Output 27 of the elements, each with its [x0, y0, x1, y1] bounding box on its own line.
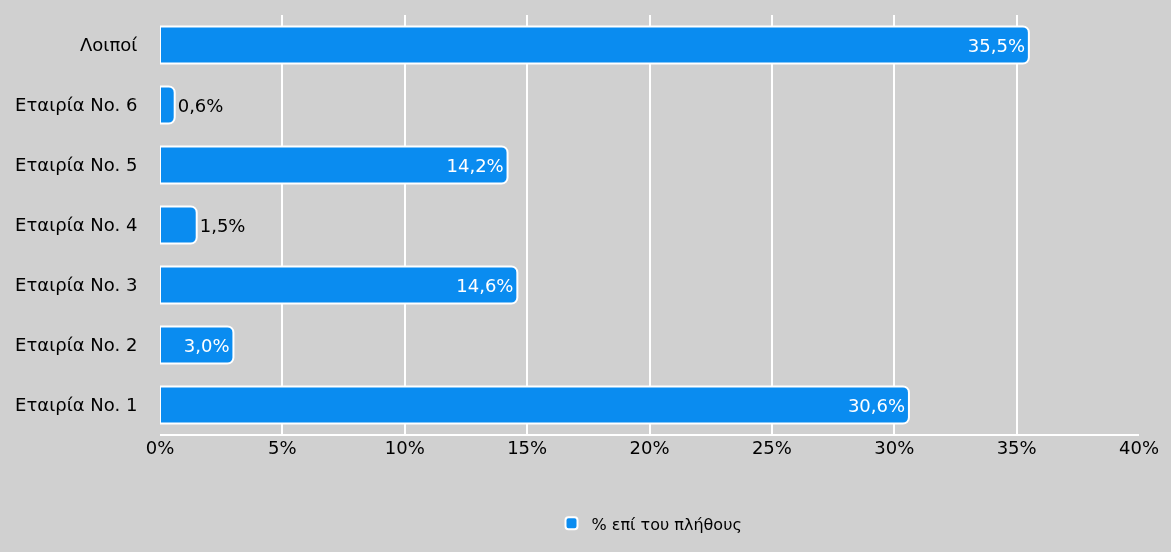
data-label: 14,2% — [446, 154, 504, 176]
x-tick-label: 10% — [384, 437, 425, 458]
x-tick-label: 20% — [629, 437, 670, 458]
data-label: 3,0% — [183, 334, 230, 356]
data-label: 35,5% — [967, 34, 1025, 56]
y-tick-label: Εταιρία No. 4 — [15, 214, 138, 236]
data-label: 30,6% — [847, 394, 906, 416]
data-label: 0,6% — [177, 94, 224, 116]
x-tick-label: 15% — [507, 437, 548, 458]
bar — [160, 85, 176, 125]
legend-label: % επί του πλήθους — [591, 514, 742, 534]
x-tick-label: 5% — [268, 437, 297, 458]
y-tick-label: Εταιρία No. 5 — [15, 154, 138, 176]
y-tick-label: Λοιποί — [80, 34, 138, 56]
bar — [160, 205, 198, 245]
x-tick-label: 0% — [145, 437, 175, 458]
x-tick-label: 40% — [1118, 437, 1160, 458]
x-tick-label: 30% — [874, 437, 915, 458]
y-tick-label: Εταιρία No. 1 — [15, 394, 138, 416]
data-label: 14,6% — [456, 274, 514, 296]
y-tick-label: Εταιρία No. 3 — [15, 274, 138, 296]
x-tick-label: 25% — [751, 437, 792, 458]
data-label: 1,5% — [199, 214, 246, 236]
y-tick-label: Εταιρία No. 6 — [15, 94, 138, 116]
y-tick-label: Εταιρία No. 2 — [15, 334, 138, 356]
x-tick-label: 35% — [996, 437, 1037, 458]
bar — [160, 325, 235, 365]
